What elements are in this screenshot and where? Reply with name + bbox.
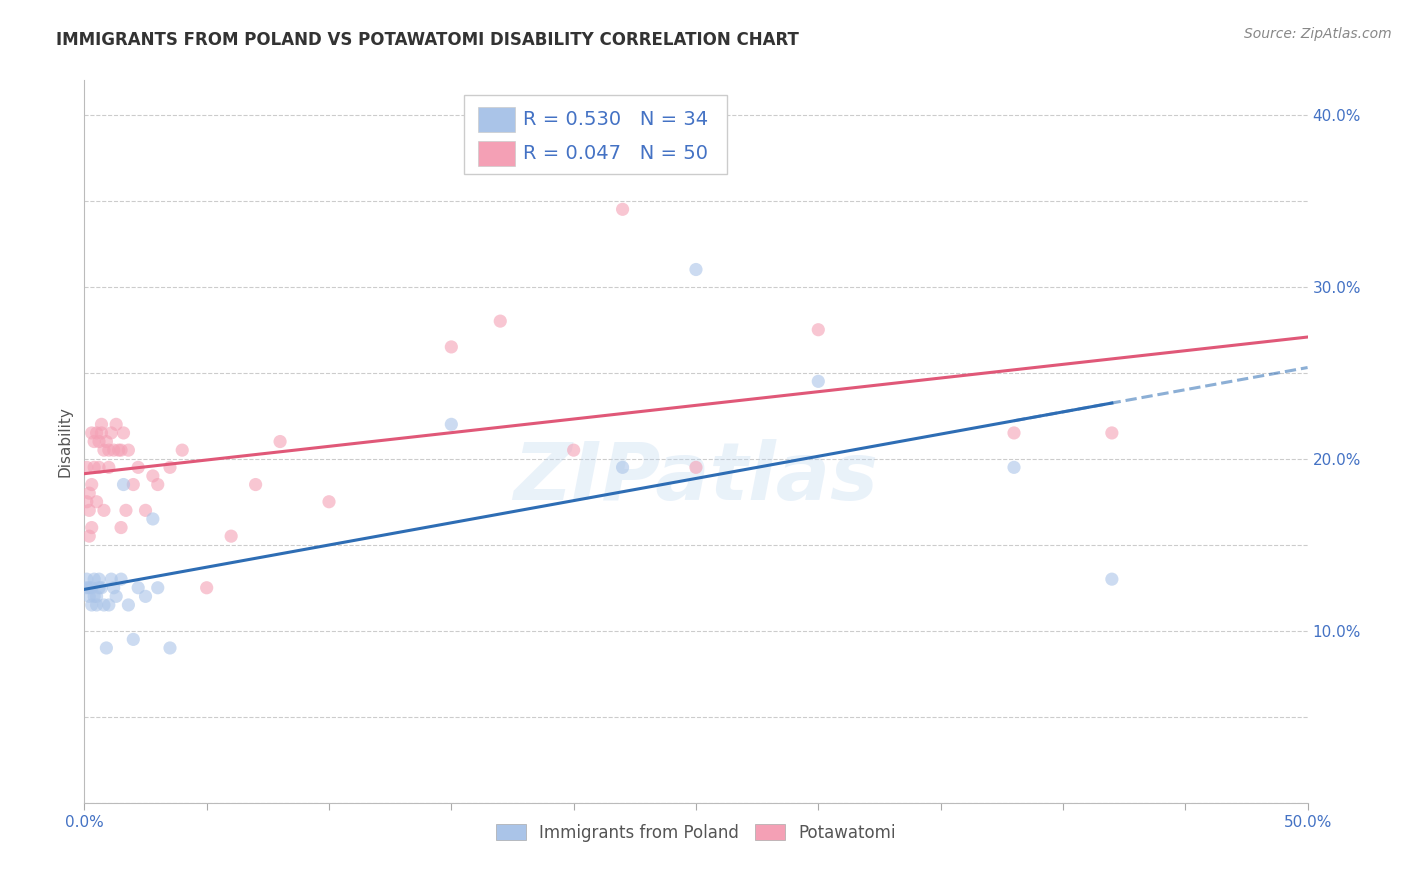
- Point: [80, 425, 103, 440]
- Point: [103, 581, 125, 595]
- Point: [93, 598, 115, 612]
- Point: [117, 598, 139, 612]
- Point: [87, 434, 110, 449]
- Point: [685, 460, 707, 475]
- Point: [76, 581, 98, 595]
- Point: [172, 443, 194, 458]
- Point: [93, 443, 115, 458]
- Point: [159, 460, 181, 475]
- Point: [117, 443, 139, 458]
- Point: [127, 581, 149, 595]
- Point: [80, 581, 103, 595]
- Point: [100, 425, 122, 440]
- Point: [77, 529, 100, 543]
- Point: [96, 640, 118, 655]
- Point: [612, 202, 634, 217]
- Point: [87, 581, 110, 595]
- Text: R = 0.047   N = 50: R = 0.047 N = 50: [523, 144, 709, 162]
- Point: [105, 417, 128, 432]
- Point: [80, 598, 103, 612]
- Point: [219, 529, 242, 543]
- FancyBboxPatch shape: [478, 107, 515, 132]
- Point: [76, 494, 98, 508]
- Point: [87, 460, 110, 475]
- Point: [77, 486, 100, 500]
- Text: Source: ZipAtlas.com: Source: ZipAtlas.com: [1244, 27, 1392, 41]
- Point: [110, 520, 132, 534]
- Point: [86, 590, 108, 604]
- Point: [90, 417, 112, 432]
- Point: [1002, 460, 1025, 475]
- Point: [122, 632, 145, 647]
- Point: [135, 590, 157, 604]
- Point: [146, 581, 169, 595]
- Point: [97, 460, 120, 475]
- Point: [90, 581, 112, 595]
- Legend: Immigrants from Poland, Potawatomi: Immigrants from Poland, Potawatomi: [489, 817, 903, 848]
- Point: [105, 590, 128, 604]
- Point: [1101, 425, 1123, 440]
- Point: [115, 503, 138, 517]
- Point: [440, 417, 463, 432]
- Point: [90, 425, 112, 440]
- Point: [612, 460, 634, 475]
- Point: [83, 434, 105, 449]
- Point: [83, 572, 105, 586]
- Point: [103, 443, 125, 458]
- FancyBboxPatch shape: [478, 141, 515, 166]
- Point: [112, 477, 135, 491]
- Point: [142, 469, 165, 483]
- Point: [86, 425, 108, 440]
- Point: [80, 477, 103, 491]
- Point: [110, 572, 132, 586]
- Point: [93, 503, 115, 517]
- Point: [86, 598, 108, 612]
- Point: [269, 434, 291, 449]
- Point: [122, 477, 145, 491]
- Point: [135, 503, 157, 517]
- Point: [96, 434, 118, 449]
- Point: [112, 425, 135, 440]
- Point: [97, 598, 120, 612]
- Point: [77, 581, 100, 595]
- Point: [87, 572, 110, 586]
- Text: IMMIGRANTS FROM POLAND VS POTAWATOMI DISABILITY CORRELATION CHART: IMMIGRANTS FROM POLAND VS POTAWATOMI DIS…: [56, 31, 799, 49]
- Point: [318, 494, 340, 508]
- Point: [1002, 425, 1025, 440]
- Point: [127, 460, 149, 475]
- Point: [83, 460, 105, 475]
- Point: [685, 262, 707, 277]
- Text: R = 0.530   N = 34: R = 0.530 N = 34: [523, 110, 709, 128]
- Point: [1101, 572, 1123, 586]
- Point: [146, 477, 169, 491]
- Point: [76, 572, 98, 586]
- Point: [807, 323, 830, 337]
- Point: [97, 443, 120, 458]
- Point: [77, 503, 100, 517]
- FancyBboxPatch shape: [464, 95, 727, 174]
- Point: [807, 375, 830, 389]
- Point: [107, 443, 129, 458]
- Point: [562, 443, 585, 458]
- Point: [159, 640, 181, 655]
- Y-axis label: Disability: Disability: [58, 406, 73, 477]
- Point: [83, 590, 105, 604]
- Point: [110, 443, 132, 458]
- Point: [77, 590, 100, 604]
- Point: [86, 494, 108, 508]
- Point: [440, 340, 463, 354]
- Point: [142, 512, 165, 526]
- Point: [195, 581, 218, 595]
- Point: [245, 477, 267, 491]
- Point: [76, 460, 98, 475]
- Point: [100, 572, 122, 586]
- Text: ZIPatlas: ZIPatlas: [513, 439, 879, 516]
- Point: [80, 520, 103, 534]
- Point: [489, 314, 512, 328]
